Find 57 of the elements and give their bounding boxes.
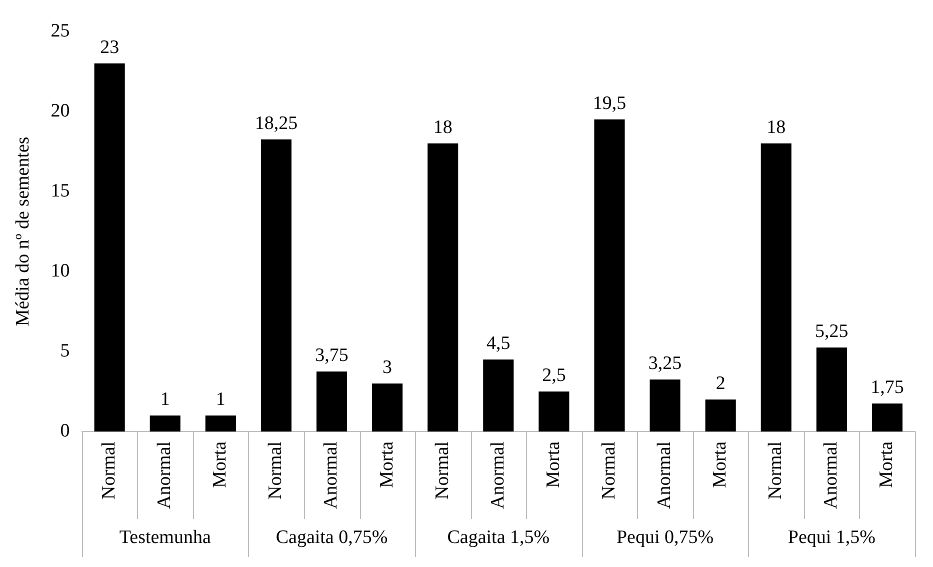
- bar: [372, 383, 403, 432]
- data-label: 3,25: [648, 352, 682, 374]
- bar: [205, 415, 236, 432]
- data-label: 3,75: [315, 344, 348, 366]
- x-tick-label: Anormal: [487, 441, 508, 510]
- data-label: 2,5: [542, 364, 566, 386]
- text: Pequi 0,75%: [616, 526, 714, 548]
- y-tick-label: 20: [50, 100, 70, 122]
- x-tick-label: Morta: [210, 440, 231, 488]
- data-label: 18,25: [254, 112, 298, 134]
- x-tick-label: Anormal: [154, 441, 176, 510]
- bar: [428, 143, 458, 432]
- x-tick-label: Morta: [376, 440, 398, 488]
- bar: [705, 399, 736, 432]
- x-tick-label: Anormal: [654, 441, 676, 510]
- x-tick-label: Normal: [432, 441, 453, 500]
- data-label: 4,5: [486, 332, 510, 354]
- bar: [94, 63, 125, 432]
- bar: [816, 347, 847, 432]
- bar: [150, 415, 180, 432]
- x-tick-label: Normal: [98, 441, 120, 500]
- data-label: 3: [382, 356, 392, 378]
- x-tick-label: Normal: [765, 441, 786, 500]
- data-label: 1,75: [870, 376, 904, 398]
- text: Cagaita 0,75%: [276, 526, 388, 548]
- y-tick-label: 10: [50, 260, 70, 282]
- y-tick-label: 0: [60, 420, 70, 442]
- x-tick-label: Morta: [542, 440, 564, 488]
- bar: [483, 359, 514, 432]
- bar: [316, 371, 348, 432]
- bar: [760, 143, 792, 432]
- data-label: 23: [100, 36, 120, 58]
- data-label: 2: [716, 372, 726, 394]
- data-label: 18: [766, 116, 786, 138]
- x-tick-label: Normal: [265, 441, 286, 500]
- data-label: 18: [433, 116, 452, 138]
- x-tick-label: Normal: [598, 441, 620, 500]
- x-tick-label: Morta: [710, 440, 731, 488]
- bar: [594, 119, 625, 432]
- bar: [872, 403, 902, 432]
- y-tick-label: 5: [60, 340, 70, 362]
- bar: [260, 139, 292, 432]
- text: Cagaita 1,5%: [447, 526, 550, 548]
- text: Testemunha: [119, 526, 212, 548]
- y-tick-label: 15: [50, 180, 70, 202]
- y-tick-label: 25: [50, 20, 70, 42]
- x-tick-label: Anormal: [320, 441, 342, 510]
- text: Pequi 1,5%: [788, 526, 876, 548]
- bar: [650, 379, 680, 432]
- data-label: 19,5: [592, 92, 626, 114]
- data-label: 1: [216, 388, 226, 410]
- y-axis-title: Média do nº de sementes: [12, 136, 34, 326]
- data-label: 1: [160, 388, 170, 410]
- x-tick-label: Morta: [876, 440, 898, 488]
- x-tick-label: Anormal: [820, 441, 842, 510]
- data-label: 5,25: [815, 320, 848, 342]
- bar: [538, 391, 570, 432]
